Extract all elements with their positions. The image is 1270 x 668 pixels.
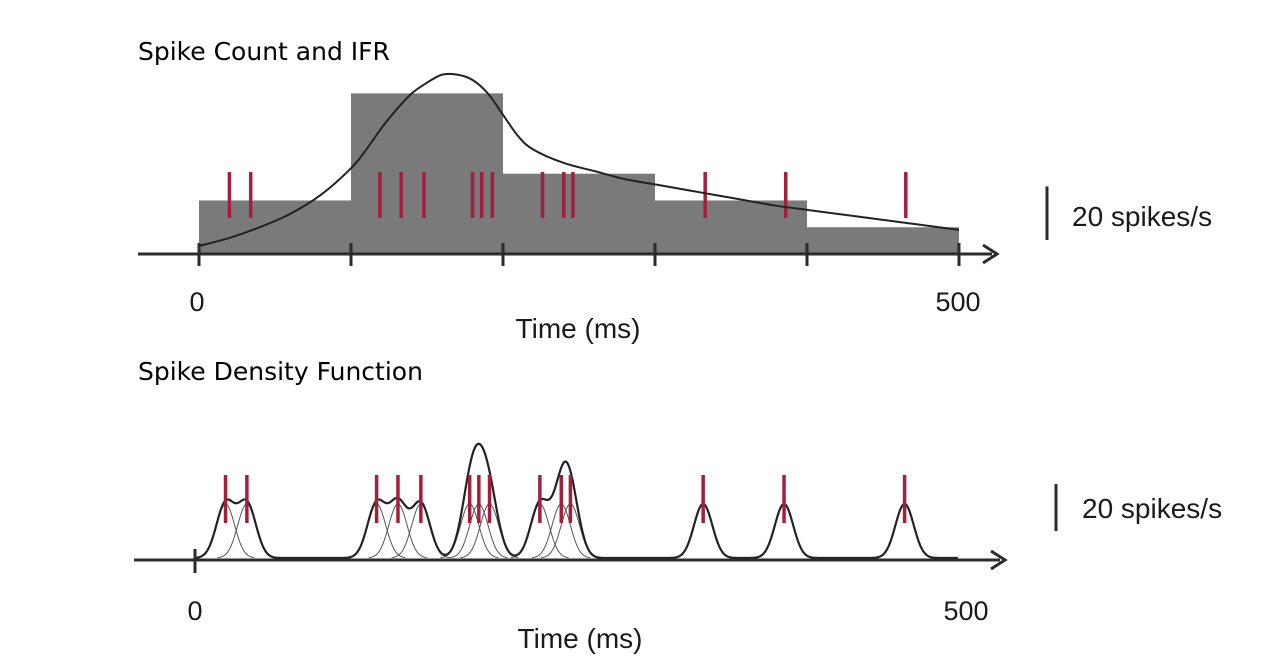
gaussian-kernels (196, 503, 934, 559)
x-axis-label-top: Time (ms) (516, 313, 641, 344)
x-axis-top (138, 243, 1000, 266)
x-tick-label-0-top: 0 (189, 287, 204, 317)
sdf-curve (194, 442, 958, 560)
spike-raster-bottom (223, 475, 907, 523)
spike-density-panel: Spike Density Function 0 500 Time (ms) 2… (134, 357, 1222, 654)
rate-bin-4 (807, 227, 959, 254)
x-axis-arrow-bottom (990, 549, 1008, 571)
rate-bin-2 (503, 173, 655, 254)
x-tick-label-500-bottom: 500 (943, 596, 988, 626)
x-axis-bottom (134, 549, 1008, 573)
panel-title-spike-count: Spike Count and IFR (138, 37, 390, 66)
spike-count-panel: Spike Count and IFR 0 500 Time (ms) 20 s… (138, 37, 1212, 344)
x-axis-label-bottom: Time (ms) (518, 623, 643, 654)
rate-bin-1 (351, 93, 503, 254)
scale-bar-label-top: 20 spikes/s (1072, 201, 1212, 232)
x-axis-arrow-top (982, 243, 1000, 265)
scale-bar-label-bottom: 20 spikes/s (1082, 493, 1222, 524)
spike-raster-top (227, 172, 908, 218)
rate-bin-0 (199, 200, 351, 254)
ifr-curve (198, 72, 960, 247)
rate-bins (199, 93, 959, 254)
rate-bin-3 (655, 200, 807, 254)
x-ticks-top (197, 243, 961, 266)
panel-title-sdf: Spike Density Function (138, 357, 423, 386)
x-tick-label-0-bottom: 0 (187, 596, 202, 626)
x-tick-label-500-top: 500 (935, 287, 980, 317)
